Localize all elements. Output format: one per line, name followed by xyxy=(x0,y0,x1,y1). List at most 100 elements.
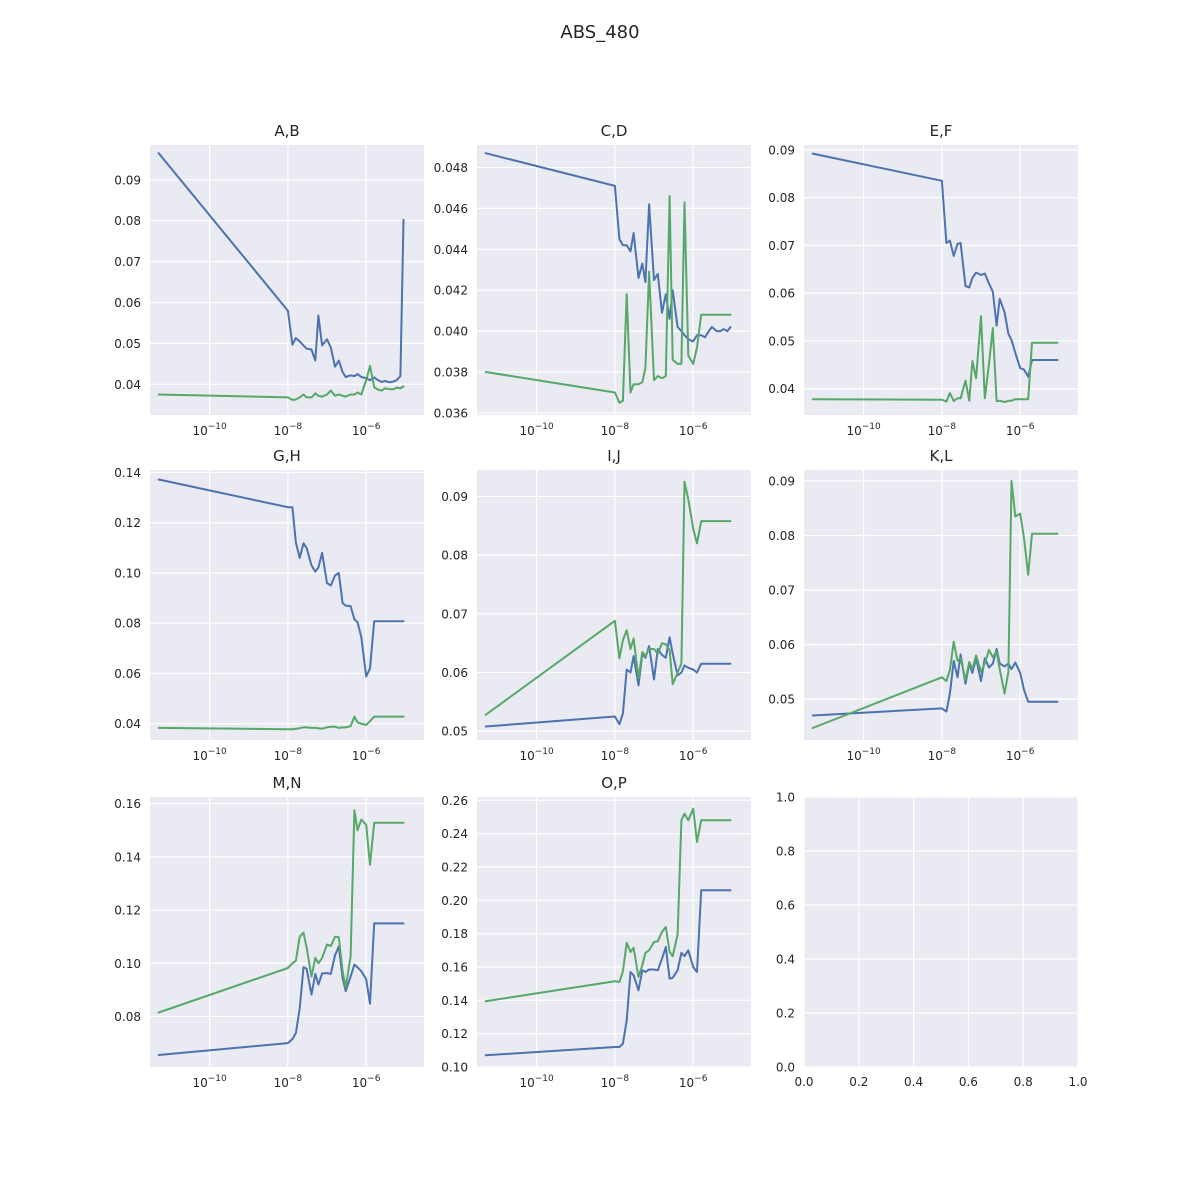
y-tick-label: 0.08 xyxy=(114,1010,141,1024)
x-tick-label: 1.0 xyxy=(1068,1075,1087,1089)
y-tick-label: 0.09 xyxy=(768,474,795,488)
series-2-line xyxy=(484,480,732,716)
x-tick-label: 10−8 xyxy=(928,422,957,438)
subplot-9: 0.0 0.2 0.4 0.6 0.8 1.0 0.0 0.2 0.4 0.6 0.8 1.0 xyxy=(776,791,1088,1090)
x-tick-label: 10−10 xyxy=(192,422,227,438)
y-tick-label: 0.048 xyxy=(434,161,468,175)
subplot-title: C,D xyxy=(601,122,628,140)
y-tick-label: 0.8 xyxy=(776,845,795,859)
y-tick-label: 0.08 xyxy=(768,191,795,205)
y-tick-label: 0.12 xyxy=(114,516,141,530)
y-tick-label: 0.16 xyxy=(114,797,141,811)
y-tick-label: 0.040 xyxy=(434,325,468,339)
y-tick-label: 0.14 xyxy=(114,466,141,480)
y-tick-label: 0.26 xyxy=(441,794,468,808)
series-2-line xyxy=(811,315,1059,404)
y-tick-label: 0.24 xyxy=(441,827,468,841)
series-2-line xyxy=(811,479,1059,729)
y-tick-label: 0.06 xyxy=(768,287,795,301)
x-tick-label: 10−8 xyxy=(928,747,957,763)
subplot-5: 10−10 10−8 10−6 0.05 0.06 0.07 0.08 0.09 I,J xyxy=(441,447,751,763)
y-tick-label: 0.05 xyxy=(768,334,795,348)
y-tick-label: 0.038 xyxy=(434,366,468,380)
x-tick-label: 10−8 xyxy=(274,422,303,438)
series-2-line xyxy=(484,195,732,404)
y-tick-label: 0.06 xyxy=(441,666,468,680)
y-tick-label: 0.042 xyxy=(434,284,468,298)
subplot-2: 10−10 10−8 10−6 0.036 0.038 0.040 0.042 0.044 0.… xyxy=(434,122,751,438)
y-tick-label: 0.06 xyxy=(114,296,141,310)
x-tick-label: 10−8 xyxy=(274,1074,303,1090)
x-tick-label: 10−10 xyxy=(519,422,554,438)
plot-background xyxy=(150,797,424,1067)
x-tick-label: 10−8 xyxy=(274,747,303,763)
series-2-line xyxy=(157,809,405,1014)
y-tick-label: 0.14 xyxy=(441,994,468,1008)
series-1-line xyxy=(484,889,732,1057)
x-tick-label: 10−6 xyxy=(679,1074,708,1090)
plot-background xyxy=(804,145,1078,415)
y-tick-label: 0.044 xyxy=(434,243,468,257)
y-tick-label: 1.0 xyxy=(776,791,795,805)
y-tick-label: 0.07 xyxy=(768,239,795,253)
y-tick-label: 0.20 xyxy=(441,894,468,908)
x-tick-label: 10−6 xyxy=(1006,422,1035,438)
y-tick-label: 0.09 xyxy=(441,490,468,504)
y-tick-label: 0.08 xyxy=(114,214,141,228)
y-tick-label: 0.05 xyxy=(114,337,141,351)
subplot-title: I,J xyxy=(607,447,621,465)
x-tick-label: 0.2 xyxy=(849,1075,868,1089)
subplot-1: 10−10 10−8 10−6 0.04 0.05 0.06 0.07 0.08 0.09 A,B xyxy=(114,122,424,438)
subplot-title: O,P xyxy=(601,774,627,792)
subplot-title: M,N xyxy=(273,774,302,792)
x-tick-label: 10−10 xyxy=(519,747,554,763)
series-1-line xyxy=(157,478,405,678)
subplot-4: 10−10 10−8 10−6 0.04 0.06 0.08 0.10 0.12 0.14 G,H xyxy=(114,447,424,763)
y-tick-label: 0.0 xyxy=(776,1061,795,1075)
x-tick-label: 10−8 xyxy=(601,1074,630,1090)
subplot-title: A,B xyxy=(274,122,299,140)
series-2-line xyxy=(157,715,405,731)
subplot-title: K,L xyxy=(930,447,954,465)
series-1-line xyxy=(811,152,1059,378)
y-tick-label: 0.08 xyxy=(441,549,468,563)
plot-background xyxy=(477,470,751,740)
x-tick-label: 10−10 xyxy=(846,422,881,438)
plot-background xyxy=(477,797,751,1067)
x-tick-label: 0.4 xyxy=(904,1075,923,1089)
subplot-8: 10−10 10−8 10−6 0.10 0.12 0.14 0.16 0.18 0.20 0.2… xyxy=(441,774,751,1090)
y-tick-label: 0.18 xyxy=(441,927,468,941)
x-tick-label: 0.6 xyxy=(959,1075,978,1089)
y-tick-label: 0.06 xyxy=(114,667,141,681)
subplot-3: 10−10 10−8 10−6 0.04 0.05 0.06 0.07 0.08 0.09 E,F xyxy=(768,122,1078,438)
y-tick-label: 0.2 xyxy=(776,1007,795,1021)
plot-background xyxy=(804,470,1078,740)
figure-title: ABS_480 xyxy=(560,22,639,43)
x-tick-label: 10−8 xyxy=(601,747,630,763)
plot-background xyxy=(804,797,1078,1067)
y-tick-label: 0.06 xyxy=(768,638,795,652)
y-tick-label: 0.22 xyxy=(441,861,468,875)
y-tick-label: 0.09 xyxy=(114,173,141,187)
plot-background xyxy=(150,470,424,740)
series-1-line xyxy=(157,152,405,384)
y-tick-label: 0.6 xyxy=(776,899,795,913)
x-tick-label: 10−10 xyxy=(192,1074,227,1090)
x-tick-label: 10−6 xyxy=(679,422,708,438)
y-tick-label: 0.04 xyxy=(768,382,795,396)
x-tick-label: 10−10 xyxy=(846,747,881,763)
y-tick-label: 0.12 xyxy=(114,904,141,918)
subplot-title: G,H xyxy=(273,447,301,465)
x-tick-label: 10−10 xyxy=(519,1074,554,1090)
y-tick-label: 0.046 xyxy=(434,202,468,216)
subplot-7: 10−10 10−8 10−6 0.08 0.10 0.12 0.14 0.16 M,N xyxy=(114,774,424,1090)
subplot-grid: 10−10 10−8 10−6 0.04 0.05 0.06 0.07 0.08 0.09 A,B… xyxy=(114,122,1087,1090)
subplot-title: E,F xyxy=(930,122,953,140)
x-tick-label: 0.8 xyxy=(1014,1075,1033,1089)
x-tick-label: 10−6 xyxy=(1006,747,1035,763)
y-tick-label: 0.12 xyxy=(441,1027,468,1041)
y-tick-label: 0.05 xyxy=(441,725,468,739)
y-tick-label: 0.08 xyxy=(768,529,795,543)
subplot-6: 10−10 10−8 10−6 0.05 0.06 0.07 0.08 0.09 K,L xyxy=(768,447,1078,763)
plot-background xyxy=(477,145,751,415)
